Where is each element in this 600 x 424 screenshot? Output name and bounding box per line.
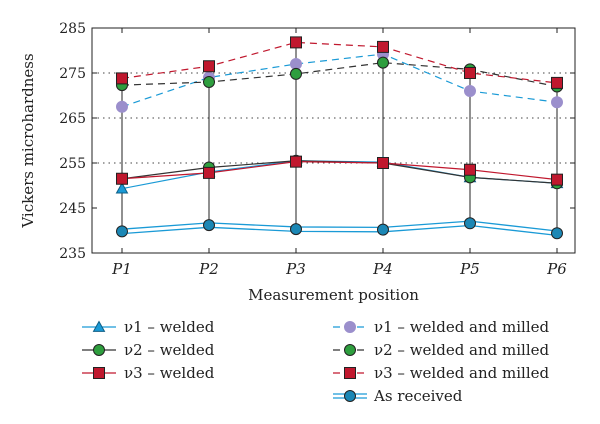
marker-square (203, 60, 215, 73)
x-axis-ticks: P1 P2 P3 P4 P5 P6 (111, 28, 567, 278)
x-tick-label: P4 (372, 260, 393, 278)
grid-lines (92, 72, 575, 164)
x-tick-label: P2 (198, 260, 219, 278)
marker-square (93, 367, 105, 379)
marker-circle (93, 344, 105, 356)
y-tick-label: 235 (59, 246, 86, 262)
marker-circle (290, 223, 302, 236)
legend-label: ν2 – welded (124, 341, 215, 359)
x-axis-label: Measurement position (248, 286, 419, 304)
marker-square (464, 67, 476, 79)
marker-square (377, 157, 389, 169)
marker-circle (344, 321, 356, 333)
series-line (121, 224, 558, 237)
y-tick-label: 265 (59, 111, 86, 127)
legend-label: ν3 – welded and milled (374, 364, 550, 382)
x-tick-label: P3 (285, 260, 306, 278)
marker-circle (464, 217, 476, 230)
marker-circle (116, 100, 128, 113)
marker-circle (551, 96, 563, 109)
marker-circle (290, 67, 302, 80)
plot-frame (91, 27, 576, 254)
marker-square (203, 166, 215, 179)
marker-square (551, 173, 563, 186)
marker-square (290, 36, 302, 49)
series-lines (121, 41, 558, 237)
y-tick-label: 285 (59, 21, 86, 37)
marker-square (464, 163, 476, 176)
marker-circle (377, 223, 389, 236)
marker-circle (290, 58, 302, 70)
y-tick-label: 275 (59, 66, 86, 82)
marker-circle (551, 227, 563, 240)
marker-square (116, 172, 128, 185)
error-drop-lines (121, 42, 558, 234)
legend: ν1 – welded ν2 – welded ν3 – welded ν1 – we… (82, 318, 550, 405)
marker-circle (116, 225, 128, 238)
marker-circle (203, 76, 215, 88)
series-line (121, 220, 558, 232)
marker-circle (464, 85, 476, 97)
series-line (121, 41, 558, 84)
legend-label: ν2 – welded and milled (374, 341, 550, 359)
series-line (121, 62, 558, 88)
marker-circle (344, 344, 356, 356)
x-tick-label: P1 (111, 260, 132, 278)
marker-square (377, 40, 389, 53)
series-markers (115, 36, 564, 240)
legend-label: ν3 – welded (124, 364, 215, 382)
marker-circle (203, 219, 215, 232)
legend-label: ν1 – welded and milled (374, 318, 550, 336)
y-axis-ticks: 235 245 255 265 275 285 (59, 21, 575, 262)
series-line (121, 53, 558, 108)
legend-label: ν1 – welded (124, 318, 215, 336)
y-axis-label: Vickers microhardness (19, 53, 37, 228)
marker-triangle (115, 182, 129, 194)
marker-circle (344, 390, 356, 402)
x-tick-label: P5 (459, 260, 480, 278)
marker-square (290, 155, 302, 168)
marker-square (551, 76, 563, 89)
marker-square (344, 367, 356, 379)
legend-label: As received (373, 387, 463, 405)
marker-triangle (92, 320, 106, 332)
marker-circle (377, 56, 389, 69)
y-tick-label: 255 (59, 156, 86, 172)
marker-square (116, 72, 128, 85)
series-line (121, 161, 558, 181)
y-tick-label: 245 (59, 201, 86, 217)
x-tick-label: P6 (546, 260, 567, 278)
